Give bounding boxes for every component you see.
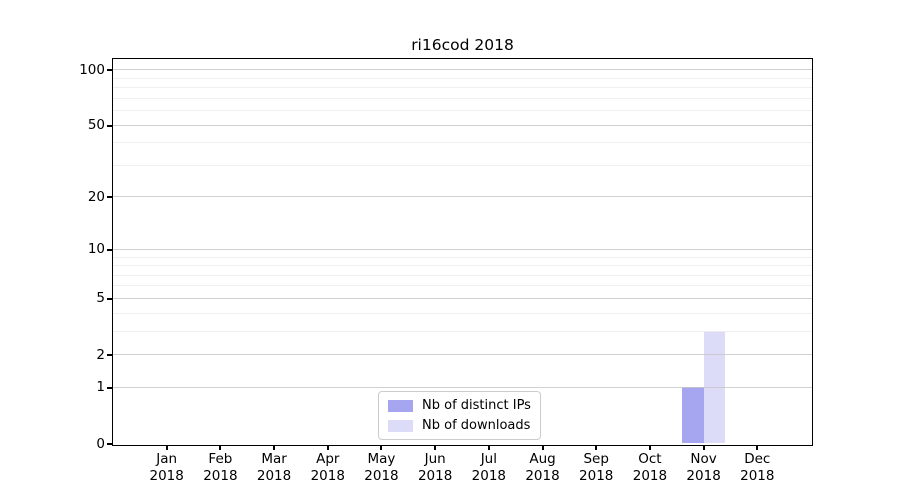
y-tick-mark-1 — [107, 386, 112, 389]
y-tick-mark-10 — [107, 248, 112, 251]
x-tick-mark-nov-2018 — [702, 446, 705, 450]
legend-label: Nb of downloads — [422, 418, 531, 433]
x-tick-mark-sep-2018 — [595, 446, 598, 450]
y-tick-label-1: 1 — [96, 379, 105, 396]
x-tick-year: 2018 — [364, 468, 399, 484]
y-tick-label-100: 100 — [79, 61, 105, 78]
x-tick-month: Jan — [156, 451, 178, 467]
x-tick-year: 2018 — [149, 468, 184, 484]
x-tick-year: 2018 — [579, 468, 614, 484]
x-tick-month: Oct — [638, 451, 662, 467]
x-tick-mark-jan-2018 — [165, 446, 168, 450]
x-tick-label-apr-2018: Apr 2018 — [295, 451, 361, 485]
x-tick-month: Aug — [529, 451, 556, 467]
x-tick-mark-jun-2018 — [434, 446, 437, 450]
y-tick-label-10: 10 — [87, 241, 105, 258]
x-tick-mark-apr-2018 — [326, 446, 329, 450]
x-tick-label-nov-2018: Nov 2018 — [671, 451, 737, 485]
chart-title: ri16cod 2018 — [411, 36, 514, 54]
legend-swatch-nb-of-downloads — [388, 419, 413, 432]
x-tick-mark-aug-2018 — [541, 446, 544, 450]
x-tick-year: 2018 — [471, 468, 507, 484]
gridline-minor-3 — [113, 330, 812, 332]
gridline-minor-60 — [113, 110, 812, 112]
x-tick-mark-mar-2018 — [273, 446, 276, 450]
y-tick-mark-50 — [107, 124, 112, 127]
y-tick-mark-20 — [107, 196, 112, 199]
y-tick-mark-5 — [107, 297, 112, 300]
x-tick-month: May — [367, 451, 396, 467]
x-tick-label-mar-2018: Mar 2018 — [241, 451, 307, 485]
x-tick-month: Nov — [690, 451, 717, 467]
x-tick-label-oct-2018: Oct 2018 — [617, 451, 683, 485]
x-tick-year: 2018 — [632, 468, 668, 484]
gridline-major-10 — [113, 248, 812, 250]
gridline-major-20 — [113, 196, 812, 198]
legend-label: Nb of distinct IPs — [422, 398, 531, 413]
x-tick-mark-dec-2018 — [756, 446, 759, 450]
y-tick-label-20: 20 — [87, 188, 105, 205]
gridline-major-100 — [113, 69, 812, 71]
x-tick-year: 2018 — [310, 468, 345, 484]
y-tick-label-2: 2 — [96, 346, 105, 363]
bar-nb-of-distinct-ips-nov-2018 — [682, 386, 704, 443]
x-tick-year: 2018 — [525, 468, 560, 484]
x-tick-label-feb-2018: Feb 2018 — [187, 451, 253, 485]
y-tick-label-50: 50 — [87, 117, 105, 134]
x-tick-year: 2018 — [740, 468, 775, 484]
x-tick-year: 2018 — [686, 468, 721, 484]
x-tick-month: Sep — [583, 451, 609, 467]
x-tick-year: 2018 — [417, 468, 453, 484]
x-tick-mark-oct-2018 — [648, 446, 651, 450]
x-tick-mark-may-2018 — [380, 446, 383, 450]
bar-nb-of-downloads-nov-2018 — [703, 330, 726, 443]
plot-area — [112, 58, 813, 446]
x-tick-mark-feb-2018 — [219, 446, 222, 450]
gridline-minor-80 — [113, 87, 812, 89]
gridline-minor-4 — [113, 312, 812, 314]
x-tick-month: Jul — [480, 451, 497, 467]
gridline-minor-6 — [113, 285, 812, 287]
y-tick-mark-2 — [107, 354, 112, 357]
legend-swatch-nb-of-distinct-ips — [388, 399, 413, 412]
x-tick-mark-jul-2018 — [487, 446, 490, 450]
x-tick-label-may-2018: May 2018 — [348, 451, 414, 485]
gridline-major-50 — [113, 124, 812, 126]
x-tick-month: Mar — [261, 451, 287, 467]
gridline-major-5 — [113, 297, 812, 299]
legend-entry-nb-of-downloads: Nb of downloads — [388, 417, 531, 434]
gridline-major-2 — [113, 354, 812, 356]
x-tick-month: Jun — [424, 451, 446, 467]
x-tick-month: Dec — [744, 451, 771, 467]
legend-entry-nb-of-distinct-ips: Nb of distinct IPs — [388, 397, 531, 414]
y-tick-label-0: 0 — [96, 435, 105, 452]
x-tick-label-sep-2018: Sep 2018 — [563, 451, 629, 485]
legend: Nb of distinct IPs Nb of downloads — [378, 391, 541, 440]
gridline-minor-9 — [113, 256, 812, 258]
x-tick-label-jul-2018: Jul 2018 — [456, 451, 522, 485]
x-tick-month: Apr — [316, 451, 340, 467]
gridline-minor-30 — [113, 164, 812, 166]
x-tick-label-dec-2018: Dec 2018 — [724, 451, 790, 485]
gridline-major-1 — [113, 386, 812, 388]
gridline-minor-7 — [113, 274, 812, 276]
x-tick-label-jan-2018: Jan 2018 — [134, 451, 200, 485]
y-tick-mark-100 — [107, 69, 112, 72]
y-tick-mark-0 — [107, 443, 112, 445]
gridline-minor-8 — [113, 265, 812, 267]
gridline-minor-40 — [113, 142, 812, 144]
x-tick-label-aug-2018: Aug 2018 — [510, 451, 576, 485]
x-tick-label-jun-2018: Jun 2018 — [402, 451, 468, 485]
gridline-minor-70 — [113, 97, 812, 99]
gridline-minor-90 — [113, 77, 812, 79]
y-tick-label-5: 5 — [96, 290, 105, 307]
x-tick-year: 2018 — [203, 468, 238, 484]
x-tick-year: 2018 — [256, 468, 292, 484]
x-tick-month: Feb — [208, 451, 233, 467]
